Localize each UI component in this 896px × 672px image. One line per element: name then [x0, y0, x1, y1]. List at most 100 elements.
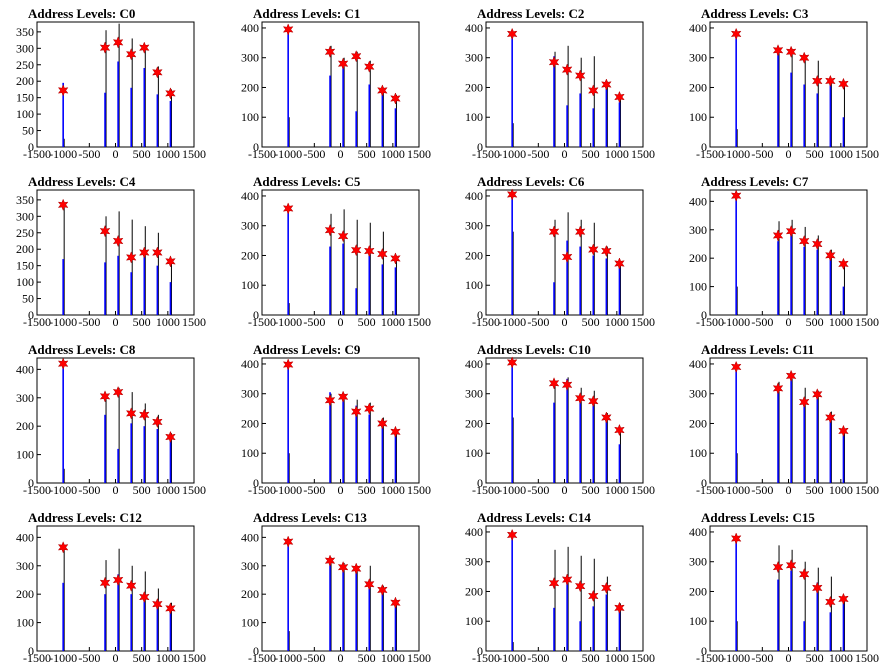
y-tick-label: 100 — [16, 616, 34, 630]
x-tick-label: -500 — [78, 315, 100, 329]
star-marker — [390, 425, 401, 438]
x-tick-label: -1000 — [722, 315, 750, 329]
star-marker — [152, 415, 163, 429]
star-marker — [282, 202, 294, 215]
star-marker — [785, 225, 797, 238]
x-tick-label: 0 — [786, 315, 792, 329]
chart-panel: Address Levels: C8 0 100 200 300 400 -1500-100… — [16, 342, 206, 497]
y-tick-label: 400 — [689, 21, 707, 35]
star-marker — [337, 561, 349, 574]
x-tick-label: 1000 — [829, 147, 853, 161]
star-marker — [390, 92, 401, 105]
star-marker — [601, 581, 612, 595]
x-tick-label: 500 — [806, 483, 824, 497]
star-marker — [363, 60, 375, 73]
star-marker — [825, 74, 836, 88]
star-marker — [587, 394, 599, 408]
y-tick-label: 150 — [16, 259, 34, 273]
star-marker — [112, 36, 124, 49]
x-tick-label: -1500 — [472, 651, 500, 665]
x-tick-label: -500 — [303, 651, 325, 665]
star-marker — [165, 255, 176, 268]
star-marker — [377, 583, 388, 597]
star-marker — [165, 430, 176, 444]
chart-title: Address Levels: C4 — [28, 174, 136, 189]
x-tick-label: -500 — [303, 315, 325, 329]
chart-panel: Address Levels: C3 0 100 200 300 400 -1500-100… — [689, 6, 879, 161]
star-marker — [785, 369, 797, 383]
chart-panel: Address Levels: C4 0 50 100 150 200 250 300 350 -… — [16, 174, 206, 329]
chart-title: Address Levels: C10 — [477, 342, 591, 357]
star-marker — [363, 244, 375, 258]
x-tick-label: 0 — [338, 147, 344, 161]
x-tick-label: 500 — [806, 651, 824, 665]
star-marker — [125, 48, 137, 61]
star-marker — [730, 532, 742, 545]
x-tick-label: 1000 — [829, 315, 853, 329]
y-tick-label: 200 — [465, 416, 483, 430]
star-marker — [390, 252, 401, 265]
x-tick-label: 500 — [806, 315, 824, 329]
star-marker — [548, 56, 560, 69]
y-tick-label: 0 — [701, 140, 707, 154]
chart-panel: Address Levels: C6 0 100 200 300 400 -1500-100… — [465, 174, 655, 329]
x-tick-label: 1500 — [855, 651, 879, 665]
x-tick-label: -1000 — [498, 315, 526, 329]
chart-panel: Address Levels: C2 0 100 200 300 400 -1500-100… — [465, 6, 655, 161]
x-tick-label: 1000 — [381, 483, 405, 497]
star-marker — [57, 357, 69, 370]
chart-title: Address Levels: C6 — [477, 174, 585, 189]
chart-title: Address Levels: C14 — [477, 510, 591, 525]
star-marker — [125, 251, 137, 264]
star-marker — [138, 246, 150, 259]
star-marker — [614, 257, 625, 270]
star-marker — [57, 541, 69, 554]
y-tick-label: 100 — [689, 614, 707, 628]
x-tick-label: -1000 — [49, 483, 77, 497]
star-marker — [614, 90, 625, 104]
star-marker — [730, 189, 742, 202]
star-marker — [574, 225, 586, 238]
x-tick-label: -1000 — [498, 147, 526, 161]
x-tick-label: -1500 — [23, 147, 51, 161]
star-marker — [587, 84, 599, 97]
x-tick-label: -1500 — [23, 651, 51, 665]
x-tick-label: 0 — [562, 147, 568, 161]
y-tick-label: 400 — [241, 21, 259, 35]
chart-panel: Address Levels: C14 0 100 200 300 400 -1500-10… — [465, 510, 655, 665]
star-marker — [614, 423, 625, 437]
chart-title: Address Levels: C3 — [701, 6, 809, 21]
x-tick-label: -1000 — [498, 651, 526, 665]
star-marker — [811, 581, 823, 595]
star-marker — [363, 578, 375, 591]
y-tick-label: 0 — [253, 140, 259, 154]
y-tick-label: 300 — [689, 223, 707, 237]
x-tick-label: 1500 — [407, 483, 431, 497]
y-tick-label: 0 — [477, 140, 483, 154]
y-tick-label: 350 — [16, 25, 34, 39]
star-marker — [798, 395, 810, 409]
star-marker — [337, 229, 349, 243]
x-tick-label: -500 — [303, 483, 325, 497]
chart-title: Address Levels: C13 — [253, 510, 367, 525]
star-marker — [57, 198, 69, 211]
y-tick-label: 300 — [16, 391, 34, 405]
x-tick-label: 1500 — [407, 147, 431, 161]
x-tick-label: 0 — [562, 483, 568, 497]
y-tick-label: 400 — [465, 21, 483, 35]
y-tick-label: 100 — [16, 107, 34, 121]
y-tick-label: 0 — [28, 476, 34, 490]
y-tick-label: 300 — [241, 387, 259, 401]
y-tick-label: 400 — [465, 525, 483, 539]
x-tick-label: -1500 — [248, 483, 276, 497]
x-tick-label: -500 — [303, 147, 325, 161]
y-tick-label: 200 — [241, 80, 259, 94]
chart-panel: Address Levels: C15 0 100 200 300 400 -1500-10… — [689, 510, 879, 665]
x-tick-label: -1500 — [248, 315, 276, 329]
y-tick-label: 300 — [465, 387, 483, 401]
chart-panel: Address Levels: C7 0 100 200 300 400 -1500-100… — [689, 174, 879, 329]
star-marker — [350, 243, 362, 257]
x-tick-label: -500 — [527, 483, 549, 497]
x-tick-label: 1500 — [631, 147, 655, 161]
